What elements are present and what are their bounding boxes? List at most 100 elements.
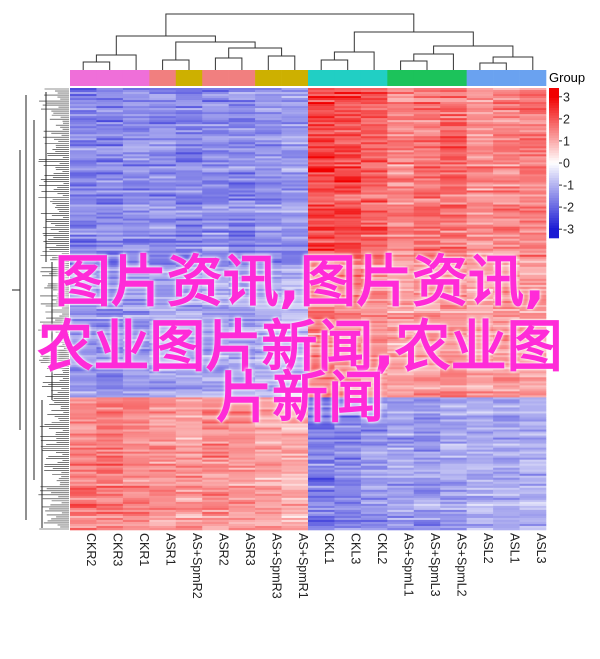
heatmap-cell <box>519 134 547 137</box>
heatmap-cell <box>149 525 177 529</box>
heatmap-cell <box>255 363 282 366</box>
heatmap-cell <box>228 108 256 111</box>
heatmap-cell <box>493 369 520 372</box>
heatmap-cell <box>466 122 494 125</box>
heatmap-cell <box>149 325 177 328</box>
heatmap-cell <box>334 280 362 284</box>
heatmap-cell <box>96 96 124 99</box>
heatmap-cell <box>149 280 177 284</box>
heatmap-cell <box>387 513 415 517</box>
heatmap-cell <box>360 401 388 404</box>
heatmap-cell <box>149 483 177 487</box>
heatmap-cell <box>466 288 494 292</box>
group-cell <box>228 70 256 86</box>
heatmap-cell <box>70 220 97 223</box>
heatmap-cell <box>96 469 124 473</box>
heatmap-cell <box>413 357 441 360</box>
heatmap-cell <box>281 341 309 344</box>
heatmap-cell <box>466 298 494 302</box>
heatmap-cell <box>122 238 150 241</box>
heatmap-cell <box>466 196 494 199</box>
heatmap-cell <box>96 419 124 422</box>
heatmap-cell <box>334 421 362 424</box>
heatmap-cell <box>440 122 467 125</box>
heatmap-cell <box>175 327 203 330</box>
heatmap-cell <box>202 445 229 448</box>
heatmap-cell <box>387 345 415 348</box>
heatmap-cell <box>96 204 124 207</box>
heatmap-cell <box>255 228 282 231</box>
heatmap-cell <box>413 399 441 402</box>
heatmap-cell <box>360 250 388 254</box>
heatmap-cell <box>149 288 177 292</box>
heatmap-cell <box>360 136 388 139</box>
heatmap-cell <box>440 403 467 406</box>
heatmap-cell <box>493 475 520 479</box>
heatmap-cell <box>387 236 415 239</box>
heatmap-cell <box>149 306 177 310</box>
heatmap-cell <box>308 351 335 354</box>
heatmap-cell <box>228 284 256 288</box>
heatmap-cell <box>70 473 97 477</box>
heatmap-cell <box>281 288 309 292</box>
heatmap-cell <box>228 136 256 139</box>
heatmap-cell <box>493 282 520 286</box>
heatmap-cell <box>466 487 494 491</box>
heatmap-cell <box>466 124 494 127</box>
heatmap-cell <box>202 112 229 115</box>
heatmap-cell <box>519 351 547 354</box>
heatmap-cell <box>281 198 309 201</box>
heatmap-cell <box>493 443 520 446</box>
heatmap-cell <box>255 114 282 117</box>
heatmap-cell <box>175 144 203 147</box>
heatmap-cell <box>281 493 309 497</box>
heatmap-cell <box>149 451 177 454</box>
heatmap-cell <box>413 124 441 127</box>
heatmap-cell <box>228 457 256 460</box>
heatmap-cell <box>360 341 388 344</box>
heatmap-cell <box>70 236 97 239</box>
heatmap-cell <box>70 116 97 119</box>
heatmap-cell <box>202 164 229 167</box>
heatmap-cell <box>281 292 309 296</box>
heatmap-cell <box>360 132 388 135</box>
heatmap-cell <box>281 385 309 388</box>
heatmap-cell <box>334 407 362 410</box>
heatmap-cell <box>334 258 362 262</box>
heatmap-cell <box>440 218 467 221</box>
heatmap-cell <box>175 389 203 392</box>
heatmap-cell <box>149 268 177 272</box>
heatmap-cell <box>466 292 494 296</box>
heatmap-cell <box>281 515 309 519</box>
heatmap-cell <box>70 459 97 462</box>
heatmap-cell <box>228 272 256 276</box>
heatmap-cell <box>255 311 282 314</box>
heatmap-cell <box>308 208 335 211</box>
heatmap-cell <box>96 527 124 531</box>
heatmap-cell <box>440 443 467 446</box>
heatmap-cell <box>149 397 177 400</box>
heatmap-cell <box>122 459 150 462</box>
heatmap-cell <box>281 282 309 286</box>
heatmap-cell <box>96 367 124 370</box>
heatmap-cell <box>70 467 97 471</box>
heatmap-cell <box>149 230 177 233</box>
heatmap-cell <box>96 90 124 93</box>
heatmap-cell <box>308 194 335 197</box>
heatmap-cell <box>202 491 229 495</box>
group-cell <box>308 70 335 86</box>
heatmap-cell <box>281 102 309 105</box>
heatmap-cell <box>281 220 309 223</box>
heatmap-cell <box>440 433 467 436</box>
heatmap-cell <box>96 162 124 165</box>
heatmap-cell <box>228 300 256 304</box>
heatmap-cell <box>360 110 388 113</box>
heatmap-cell <box>122 449 150 452</box>
heatmap-cell <box>440 154 467 157</box>
group-cell <box>387 70 415 86</box>
heatmap-cells <box>70 88 547 531</box>
heatmap-cell <box>360 268 388 272</box>
heatmap-cell <box>281 473 309 477</box>
heatmap-cell <box>281 357 309 360</box>
heatmap-cell <box>387 212 415 215</box>
